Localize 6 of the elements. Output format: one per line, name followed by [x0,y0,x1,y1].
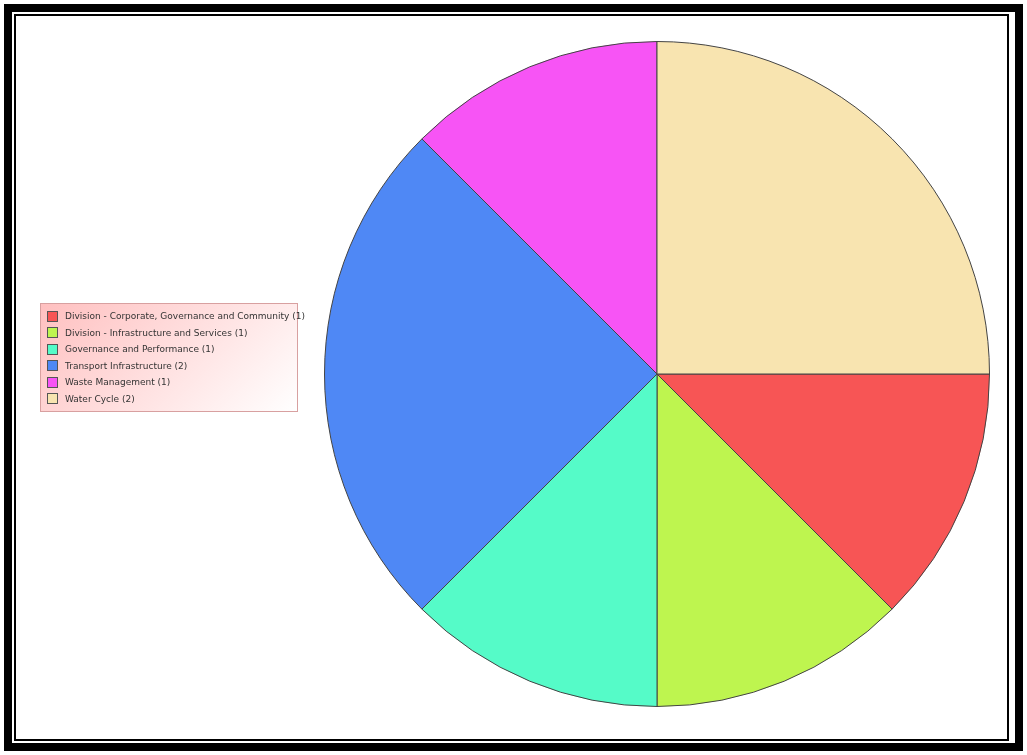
legend-label: Transport Infrastructure (2) [65,360,188,371]
legend-label: Division - Infrastructure and Services (1) [65,327,248,338]
legend-label: Governance and Performance (1) [65,344,215,355]
legend-label: Water Cycle (2) [65,393,135,404]
legend-label: Waste Management (1) [65,377,171,388]
legend-label: Division - Corporate, Governance and Community (1) [65,311,305,322]
